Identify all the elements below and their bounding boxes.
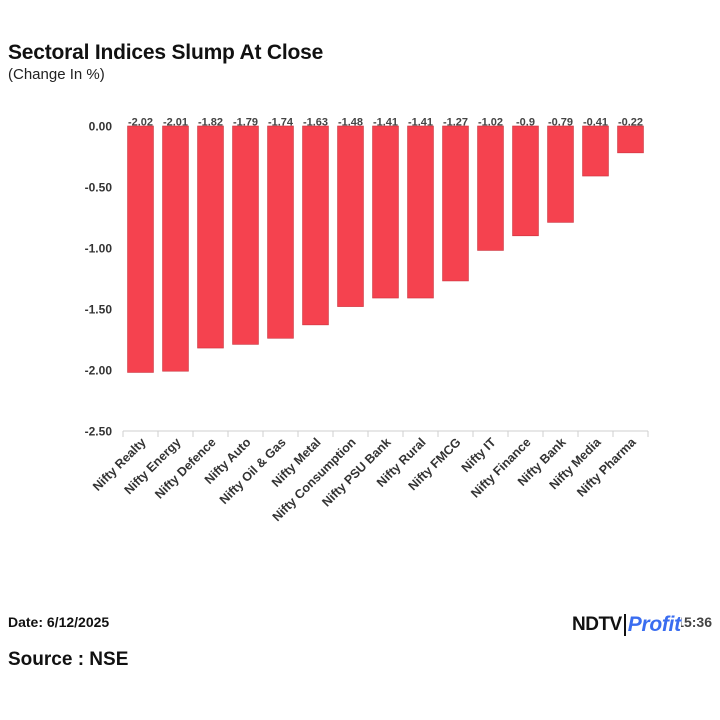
bar-value-label: -1.63 (303, 117, 328, 129)
logo-ndtv-text: NDTV (572, 614, 622, 635)
bar (127, 125, 154, 373)
value-labels: -2.02 -2.01 -1.82 -1.79 -1.74 -1.63 -1.48 -1.41… (128, 117, 643, 129)
bar-value-label: -2.01 (163, 117, 188, 129)
bar (232, 125, 259, 345)
bar-value-label: -1.79 (233, 117, 258, 129)
bar-value-label: -0.79 (548, 117, 573, 129)
bar-value-label: -1.74 (268, 117, 294, 129)
y-axis: 0.00 -0.50 -1.00 -1.50 -2.00 -2.50 (85, 120, 113, 439)
bar (407, 125, 434, 299)
bar-value-label: -1.48 (338, 117, 363, 129)
bar (582, 125, 609, 177)
bar (512, 125, 539, 237)
bar-value-label: -0.22 (618, 117, 643, 129)
source-label: Source : NSE (8, 649, 129, 670)
date-label: Date: 6/12/2025 (8, 614, 110, 630)
bar (372, 125, 399, 299)
bar (302, 125, 329, 326)
y-tick-label: -2.50 (85, 425, 113, 439)
logo-divider (623, 614, 626, 636)
bar-value-label: -1.41 (373, 117, 398, 129)
chart-subtitle: (Change In %) (8, 66, 105, 83)
bar (267, 125, 294, 339)
bar (337, 125, 364, 307)
bar (477, 125, 504, 251)
bar-value-label: -1.41 (408, 117, 433, 129)
bar-value-label: -1.82 (198, 117, 223, 129)
ndtv-profit-logo: NDTV Profit (572, 611, 681, 639)
bar (162, 125, 189, 372)
y-tick-label: -2.00 (85, 364, 113, 378)
bar-value-label: -2.02 (128, 117, 153, 129)
bar (547, 125, 574, 223)
bar-value-label: -0.41 (583, 117, 608, 129)
bar (197, 125, 224, 349)
bar-value-label: -0.9 (516, 117, 535, 129)
bar (617, 125, 644, 154)
bar (442, 125, 469, 282)
y-tick-label: -1.50 (85, 303, 113, 317)
y-tick-label: 0.00 (89, 120, 113, 134)
chart-title: Sectoral Indices Slump At Close (8, 41, 324, 64)
bar-value-label: -1.27 (443, 117, 468, 129)
logo-profit-text: Profit (627, 613, 681, 636)
bar-value-label: -1.02 (478, 117, 503, 129)
x-axis (122, 430, 649, 437)
bars (127, 125, 644, 373)
category-label: Nifty Defence (152, 435, 218, 501)
y-tick-label: -1.00 (85, 242, 113, 256)
y-tick-label: -0.50 (85, 181, 113, 195)
